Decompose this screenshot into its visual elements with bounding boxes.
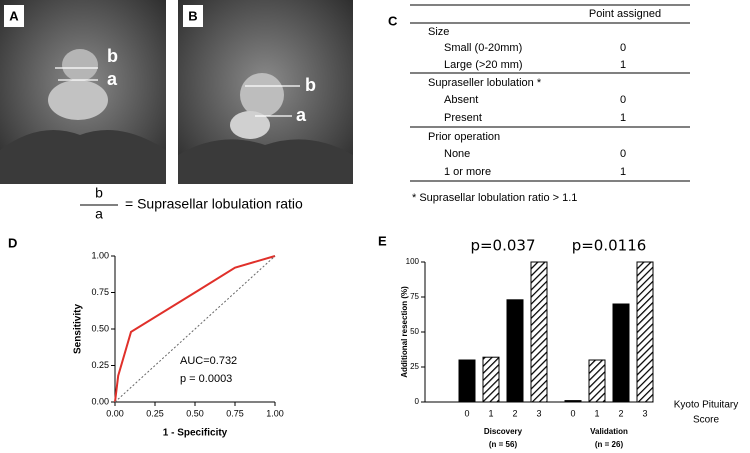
mri-image-b (178, 0, 353, 184)
x-tick-label: 0 (464, 408, 469, 418)
table-section: Prior operation (428, 131, 500, 143)
x-tick-label: 0.00 (106, 408, 124, 418)
table-row-label: 1 or more (444, 166, 491, 178)
x-tick-label: 1 (488, 408, 493, 418)
group-sublabel: (n = 26) (595, 440, 624, 449)
image-mark: b (107, 46, 118, 66)
table-row-label: Large (>20 mm) (444, 59, 523, 71)
table-row-label: None (444, 148, 470, 160)
panel-label: B (188, 8, 197, 23)
table-header: Point assigned (589, 8, 661, 20)
x-tick-label: 0.75 (226, 408, 244, 418)
mri-image-a (0, 0, 166, 184)
panel-label: C (388, 13, 398, 28)
table-section: Size (428, 26, 449, 38)
table-cell: 1 (620, 59, 626, 71)
p-value: p=0.037 (470, 237, 535, 255)
bar (530, 261, 548, 403)
x-axis-label: Kyoto Pituitary (674, 400, 738, 411)
y-tick-label: 0 (415, 397, 420, 406)
x-tick-label: 1 (594, 408, 599, 418)
table-cell: 1 (620, 166, 626, 178)
bar (564, 400, 582, 403)
x-tick-label: 0.25 (146, 408, 164, 418)
y-tick-label: 50 (410, 327, 419, 336)
bar (636, 261, 654, 403)
bar (588, 359, 606, 403)
y-tick-label: 0.00 (91, 396, 109, 406)
group-label: Discovery (484, 427, 523, 436)
reference-line (114, 255, 276, 403)
x-tick-label: 2 (512, 408, 517, 418)
ratio-denominator: a (95, 206, 103, 222)
y-tick-label: 100 (406, 257, 420, 266)
y-tick-label: 0.75 (91, 287, 109, 297)
x-tick-label: 0.50 (186, 408, 204, 418)
table-section: Supraseller lobulation * (428, 77, 542, 89)
panel-label: D (8, 235, 17, 250)
annotation: AUC=0.732 (180, 355, 237, 367)
y-tick-label: 1.00 (91, 250, 109, 260)
p-value: p=0.0116 (572, 237, 647, 255)
table-cell: 1 (620, 112, 626, 124)
x-axis-label: Score (693, 415, 720, 426)
bar (458, 359, 476, 403)
table-row-label: Present (444, 112, 482, 124)
annotation: p = 0.0003 (180, 373, 232, 385)
x-tick-label: 1.00 (266, 408, 284, 418)
x-axis-label: 1 - Specificity (163, 428, 228, 439)
table-cell: 0 (620, 42, 626, 54)
image-mark: a (296, 105, 307, 125)
roc-curve (114, 255, 276, 403)
image-mark: b (305, 75, 316, 95)
table-row-label: Absent (444, 94, 478, 106)
table-footnote: * Suprasellar lobulation ratio > 1.1 (412, 192, 577, 204)
image-mark: a (107, 69, 118, 89)
y-tick-label: 0.25 (91, 360, 109, 370)
bar (482, 356, 500, 403)
x-tick-label: 3 (536, 408, 541, 418)
y-tick-label: 75 (410, 292, 419, 301)
bar (506, 299, 524, 403)
panel-label: E (378, 233, 387, 248)
panel-label: A (9, 8, 19, 23)
table-cell: 0 (620, 148, 626, 160)
bar (612, 303, 630, 403)
x-tick-label: 3 (642, 408, 647, 418)
y-tick-label: 0.50 (91, 323, 109, 333)
table-row-label: Small (0-20mm) (444, 42, 522, 54)
ratio-numerator: b (95, 185, 103, 201)
table-cell: 0 (620, 94, 626, 106)
group-label: Validation (590, 427, 628, 436)
y-axis-label: Sensitivity (73, 304, 84, 354)
group-sublabel: (n = 56) (489, 440, 518, 449)
x-tick-label: 2 (618, 408, 623, 418)
x-tick-label: 0 (570, 408, 575, 418)
y-tick-label: 25 (410, 362, 419, 371)
ratio-text: = Suprasellar lobulation ratio (125, 196, 303, 212)
y-axis-label: Additional resection (%) (400, 286, 409, 378)
